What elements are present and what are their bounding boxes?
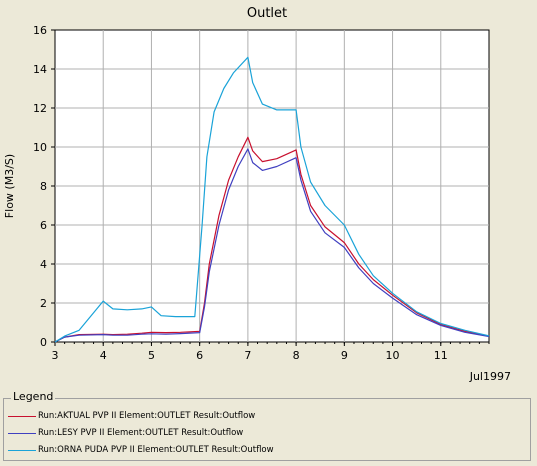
y-tick-label: 12: [33, 102, 47, 115]
y-tick-label: 6: [40, 219, 47, 232]
legend-entry-aktual: Run:AKTUAL PVP II Element:OUTLET Result:…: [8, 409, 255, 423]
y-tick-label: 8: [40, 180, 47, 193]
y-tick-label: 4: [40, 258, 47, 271]
x-axis-label: Jul1997: [469, 370, 511, 383]
x-tick-label: 6: [196, 349, 203, 362]
legend-title: Legend: [11, 390, 56, 403]
x-tick-label: 9: [341, 349, 348, 362]
legend-entry-orna-puda: Run:ORNA PUDA PVP II Element:OUTLET Resu…: [8, 443, 274, 457]
y-tick-label: 2: [40, 297, 47, 310]
y-tick-label: 0: [40, 336, 47, 349]
y-axis-label: Flow (M3/S): [3, 154, 16, 218]
legend: Legend Run:AKTUAL PVP II Element:OUTLET …: [3, 390, 531, 461]
x-tick-label: 5: [148, 349, 155, 362]
legend-label-aktual: Run:AKTUAL PVP II Element:OUTLET Result:…: [38, 411, 256, 421]
legend-swatch-orna-puda: [8, 449, 36, 451]
series-line-aktual: [54, 136, 490, 343]
legend-label-lesy: Run:LESY PVP II Element:OUTLET Result:Ou…: [38, 428, 244, 438]
series-line-orna-puda: [54, 56, 490, 343]
x-tick-label: 8: [293, 349, 300, 362]
outlet-chart: Outlet Flow (M3/S) Jul1997 3 4 5 6 7 8 9 10 11 0 2…: [3, 6, 511, 383]
x-tick-label: 4: [100, 349, 107, 362]
y-tick-label: 10: [33, 141, 47, 154]
chart-title: Outlet: [247, 6, 287, 21]
legend-label-orna-puda: Run:ORNA PUDA PVP II Element:OUTLET Resu…: [38, 445, 274, 455]
legend-swatch-lesy: [8, 432, 36, 434]
legend-entry-lesy: Run:LESY PVP II Element:OUTLET Result:Ou…: [8, 426, 243, 440]
series-line-lesy: [54, 148, 490, 343]
y-tick-label: 14: [33, 63, 47, 76]
x-tick-label: 7: [244, 349, 251, 362]
x-tick-label: 3: [52, 349, 59, 362]
y-tick-label: 16: [33, 24, 47, 37]
x-tick-label: 11: [434, 349, 448, 362]
legend-swatch-aktual: [8, 415, 36, 417]
x-tick-label: 10: [386, 349, 400, 362]
